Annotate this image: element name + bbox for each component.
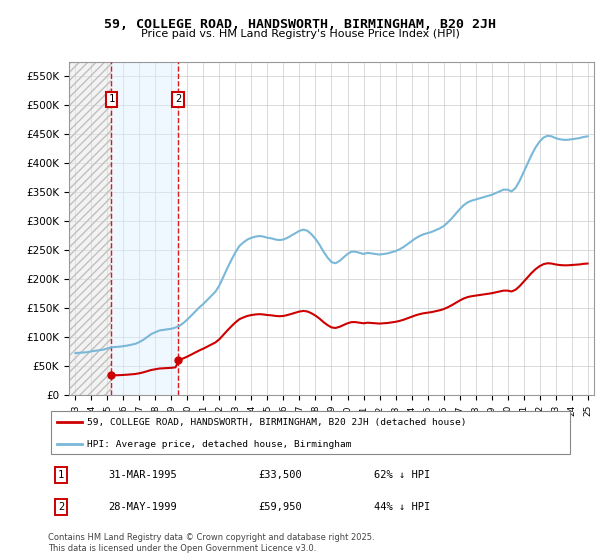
Text: 1: 1 bbox=[58, 470, 64, 479]
Text: HPI: Average price, detached house, Birmingham: HPI: Average price, detached house, Birm… bbox=[88, 440, 352, 449]
Text: £59,950: £59,950 bbox=[258, 502, 302, 512]
Text: 2: 2 bbox=[58, 502, 64, 512]
Text: £33,500: £33,500 bbox=[258, 470, 302, 479]
FancyBboxPatch shape bbox=[50, 410, 571, 455]
Text: 62% ↓ HPI: 62% ↓ HPI bbox=[373, 470, 430, 479]
Text: 28-MAY-1999: 28-MAY-1999 bbox=[109, 502, 177, 512]
Text: Contains HM Land Registry data © Crown copyright and database right 2025.
This d: Contains HM Land Registry data © Crown c… bbox=[48, 533, 374, 553]
Bar bbox=[69, 62, 112, 395]
Text: 1: 1 bbox=[108, 94, 115, 104]
Text: 59, COLLEGE ROAD, HANDSWORTH, BIRMINGHAM, B20 2JH: 59, COLLEGE ROAD, HANDSWORTH, BIRMINGHAM… bbox=[104, 18, 496, 31]
Text: 44% ↓ HPI: 44% ↓ HPI bbox=[373, 502, 430, 512]
Text: 31-MAR-1995: 31-MAR-1995 bbox=[109, 470, 177, 479]
Text: 2: 2 bbox=[175, 94, 181, 104]
Text: 59, COLLEGE ROAD, HANDSWORTH, BIRMINGHAM, B20 2JH (detached house): 59, COLLEGE ROAD, HANDSWORTH, BIRMINGHAM… bbox=[88, 418, 467, 427]
Bar bbox=[69, 62, 112, 395]
Text: Price paid vs. HM Land Registry's House Price Index (HPI): Price paid vs. HM Land Registry's House … bbox=[140, 29, 460, 39]
Bar bbox=[112, 62, 178, 395]
